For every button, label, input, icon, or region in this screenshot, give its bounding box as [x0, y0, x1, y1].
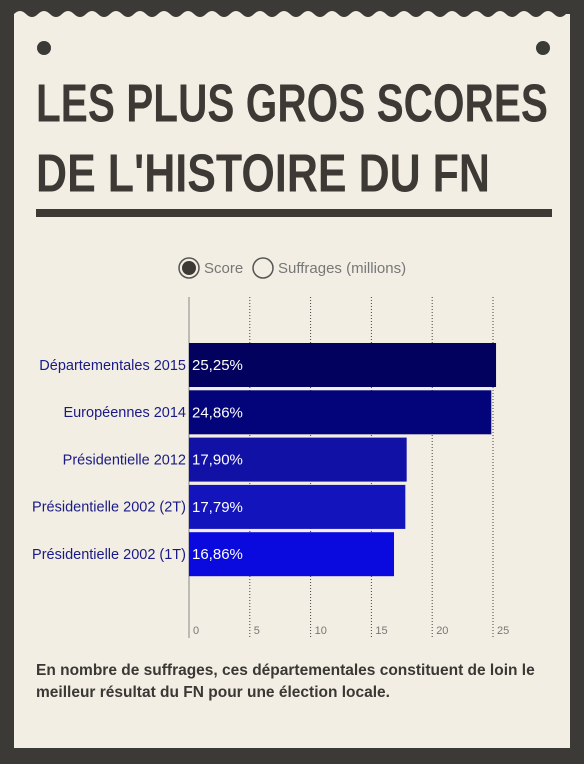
toggle-suffrages[interactable]: Suffrages (millions)	[252, 257, 406, 279]
value-label: 25,25%	[192, 357, 243, 374]
x-tick-label: 0	[193, 625, 199, 637]
toggle-score[interactable]: Score	[178, 257, 243, 279]
title-line: DE L'HISTOIRE DU FN	[36, 143, 490, 203]
x-tick-label: 5	[254, 625, 260, 637]
toggle-label[interactable]: Suffrages (millions)	[278, 260, 406, 277]
bar	[189, 532, 395, 577]
value-label: 17,90%	[192, 452, 243, 469]
caption: En nombre de suffrages, ces départementa…	[36, 662, 535, 701]
x-tick-label: 10	[315, 625, 327, 637]
x-tick-label: 25	[497, 625, 509, 637]
title-underline	[36, 209, 552, 217]
value-label: 17,79%	[192, 499, 243, 516]
value-label: 16,86%	[192, 546, 243, 563]
category-label: Présidentielle 2002 (2T)	[32, 500, 186, 516]
toggle-label[interactable]: Score	[204, 260, 243, 277]
title-line: LES PLUS GROS SCORES	[36, 73, 548, 133]
bar	[189, 484, 406, 529]
bar	[189, 390, 492, 435]
pin	[37, 41, 51, 55]
radio[interactable]	[252, 257, 274, 279]
category-label: Départementales 2015	[39, 358, 186, 374]
category-label: Présidentielle 2012	[63, 452, 186, 468]
bar	[189, 343, 497, 387]
x-tick-label: 15	[375, 625, 387, 637]
category-label: Présidentielle 2002 (1T)	[32, 547, 186, 563]
radio-dot	[182, 261, 196, 275]
pin	[536, 41, 550, 55]
x-tick-label: 20	[436, 625, 448, 637]
category-label: Européennes 2014	[63, 405, 186, 421]
value-label: 24,86%	[192, 404, 243, 421]
bar	[189, 437, 407, 482]
